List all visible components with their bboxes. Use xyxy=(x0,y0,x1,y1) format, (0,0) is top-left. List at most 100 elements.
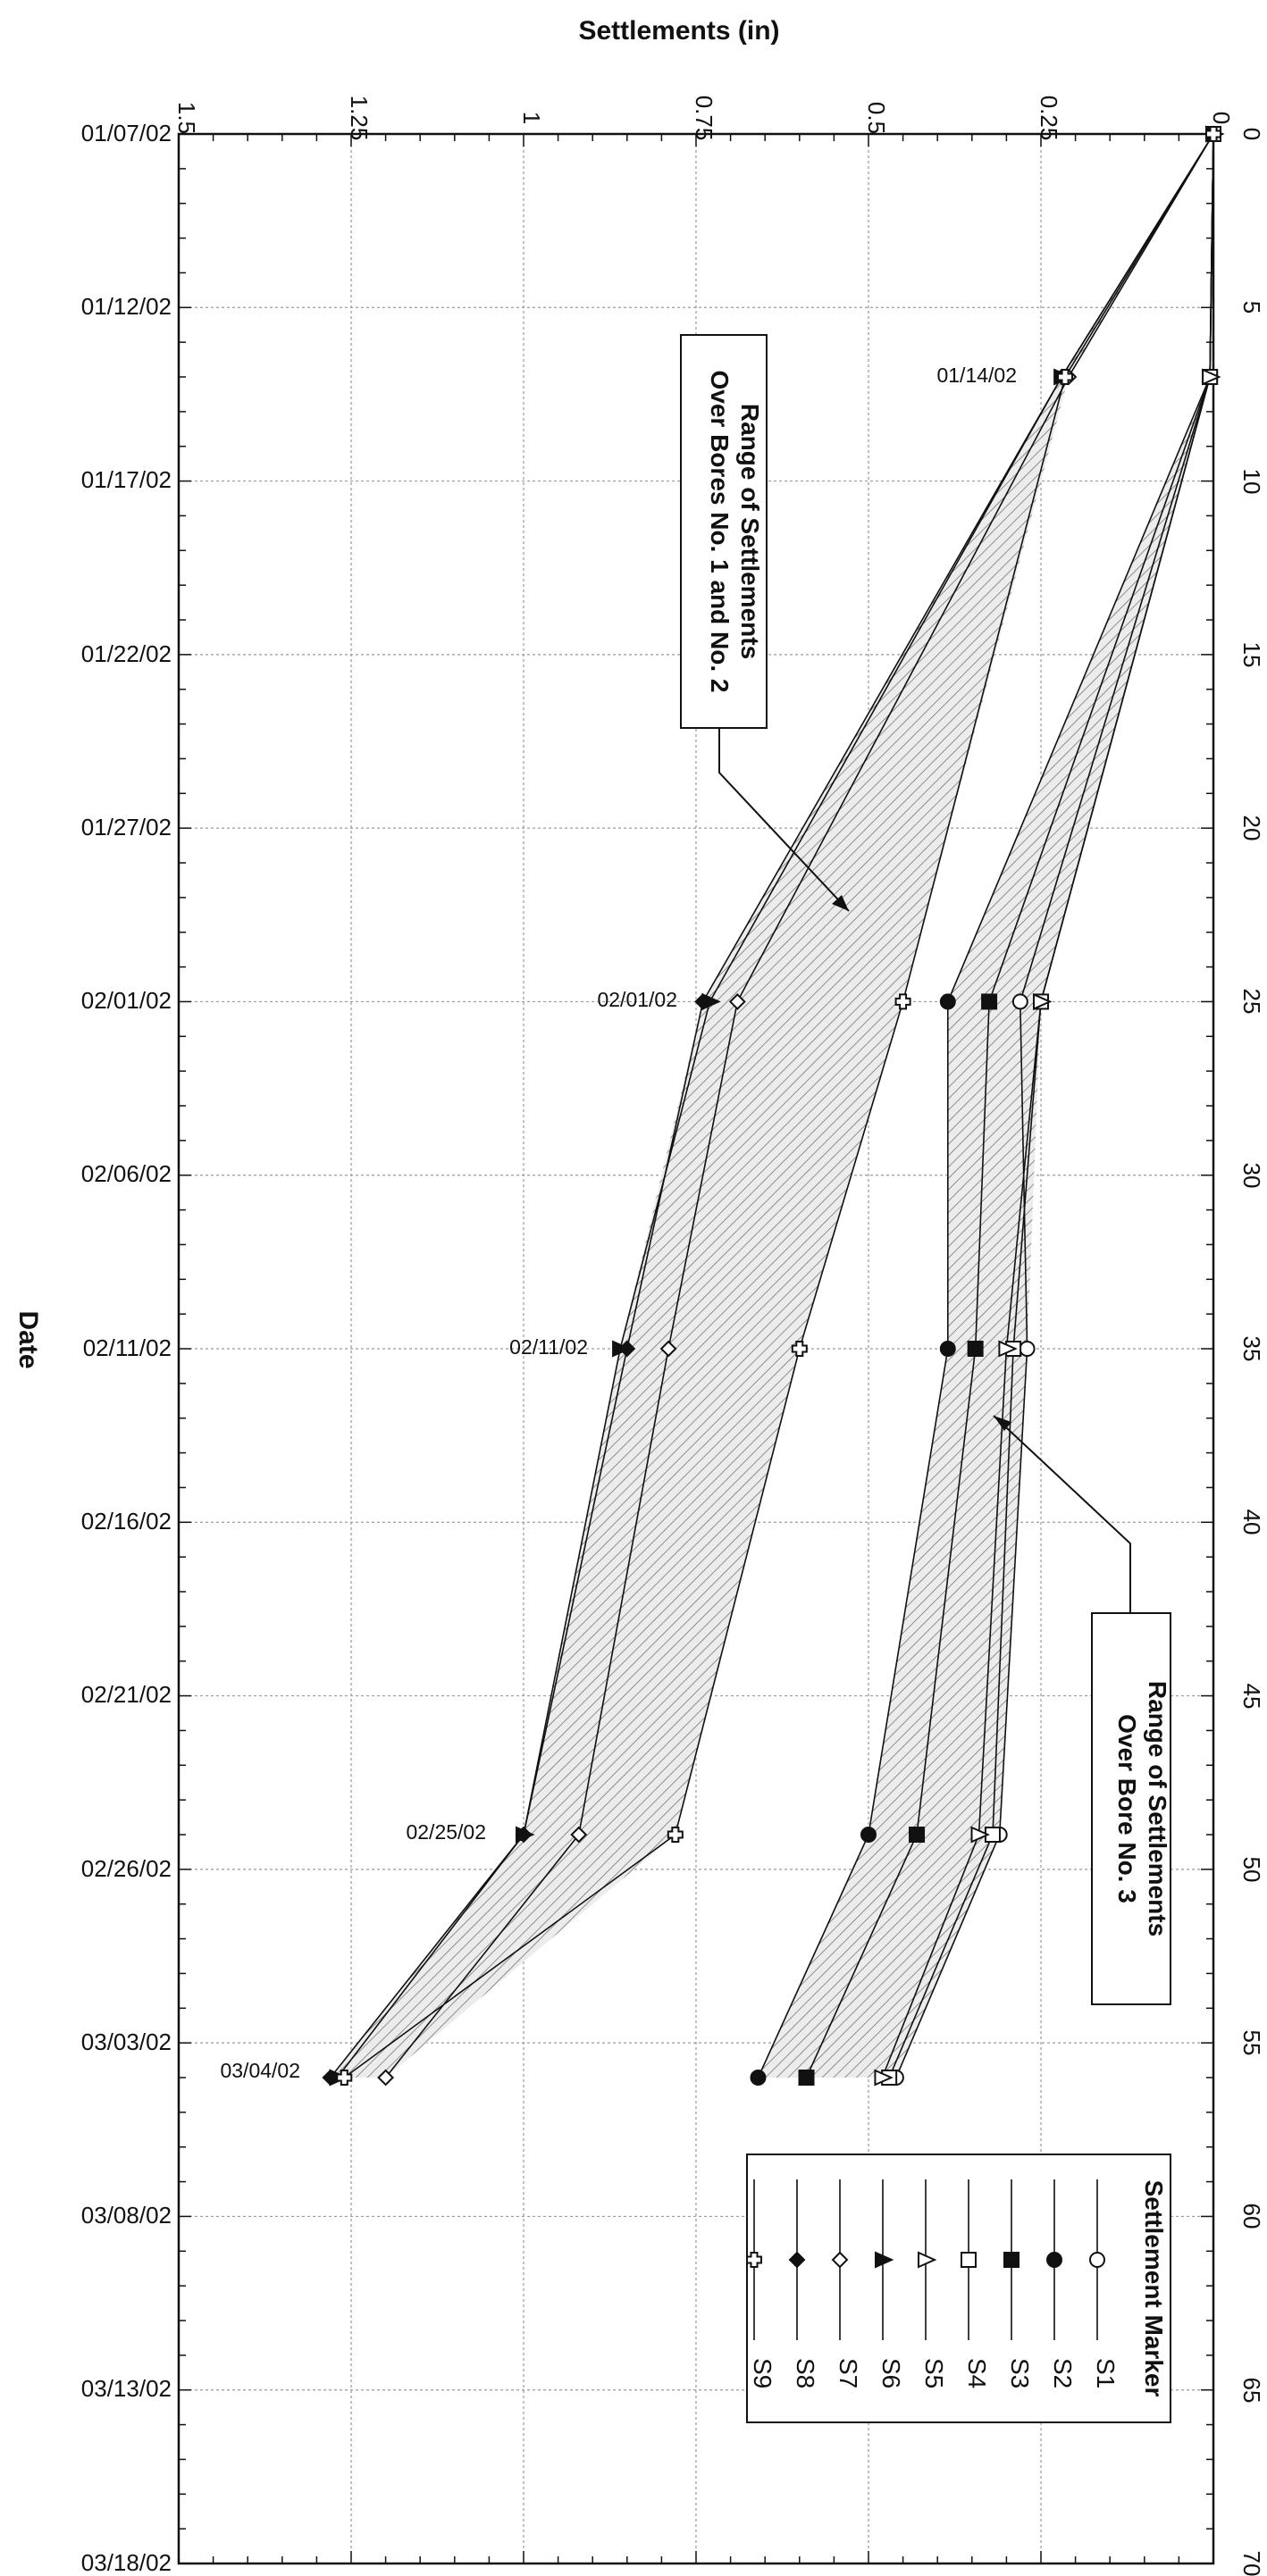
data-point-s9 xyxy=(667,1827,684,1843)
legend-marker-s9 xyxy=(746,2252,762,2268)
legend-label: S8 xyxy=(792,2358,819,2388)
legend-label: S7 xyxy=(835,2358,862,2388)
series-markers xyxy=(322,125,1225,2087)
data-point-s5 xyxy=(874,2069,894,2087)
day-tick-label: 50 xyxy=(1238,1857,1265,1883)
day-tick-label: 70 xyxy=(1238,2551,1265,2576)
date-tick-label: 02/01/02 xyxy=(81,987,172,1014)
range-annotation-bore-3: Range of Settlements Over Bore No. 3 xyxy=(993,1415,1171,2005)
day-tick-label: 55 xyxy=(1238,2030,1265,2056)
legend-label: S2 xyxy=(1049,2358,1077,2388)
data-point-s8 xyxy=(618,1340,636,1358)
series-lines xyxy=(330,133,1214,2078)
settlement-tick-label: 1.5 xyxy=(173,102,200,134)
data-point-s7 xyxy=(659,1340,677,1358)
survey-date-label: 03/04/02 xyxy=(220,2059,300,2082)
data-point-s2 xyxy=(750,2070,767,2086)
date-tick-label: 01/27/02 xyxy=(81,814,172,841)
settlement-tick-labels: 0 0.25 0.5 0.75 1 1.25 1.5 xyxy=(173,96,1235,141)
legend-marker-s4 xyxy=(961,2252,977,2268)
day-tick-label: 45 xyxy=(1238,1684,1265,1710)
annotation-line: Over Bore No. 3 xyxy=(1113,1714,1141,1903)
settlement-tick-label: 0.75 xyxy=(691,96,717,141)
series-line-s5 xyxy=(881,133,1214,2078)
day-tick-labels: 0 5 10 15 20 25 30 35 40 45 50 55 60 65 … xyxy=(1238,128,1265,2576)
day-tick-label: 25 xyxy=(1238,989,1265,1015)
data-point-s8 xyxy=(515,1826,533,1844)
data-point-s5 xyxy=(1033,992,1053,1010)
legend-marker-s7 xyxy=(831,2251,849,2269)
annotation-arrowhead xyxy=(832,895,849,911)
data-point-s5 xyxy=(970,1826,990,1844)
data-point-s1 xyxy=(1019,1341,1036,1357)
data-point-s3 xyxy=(967,1341,984,1357)
survey-date-label: 02/11/02 xyxy=(509,1335,588,1359)
date-tick-label: 03/03/02 xyxy=(81,2028,172,2055)
data-point-s7 xyxy=(570,1826,588,1844)
data-point-s2 xyxy=(860,1827,877,1843)
date-tick-label: 01/17/02 xyxy=(81,466,172,493)
settlement-tick-label: 1.25 xyxy=(346,96,373,141)
legend-marker-s8 xyxy=(788,2251,806,2269)
day-tick-label: 10 xyxy=(1238,469,1265,495)
day-tick-label: 20 xyxy=(1238,815,1265,841)
data-point-s7 xyxy=(377,2069,395,2087)
day-tick-label: 15 xyxy=(1238,642,1265,668)
legend-box xyxy=(746,2154,1171,2423)
legend: Settlement Marker S1 S2 S3 S4 S5 S6 S7 S… xyxy=(746,2154,1171,2423)
day-tick-label: 30 xyxy=(1238,1163,1265,1189)
data-point-s1 xyxy=(1011,993,1028,1010)
data-point-s8 xyxy=(322,2069,340,2087)
legend-label: S1 xyxy=(1092,2358,1120,2388)
annotation-arrow xyxy=(718,728,850,912)
date-tick-label: 03/18/02 xyxy=(81,2549,172,2576)
day-tick-label: 0 xyxy=(1238,128,1265,140)
settlement-tick-label: 0 xyxy=(1208,112,1235,124)
date-tick-label: 02/16/02 xyxy=(81,1508,172,1535)
date-tick-label: 02/21/02 xyxy=(81,1681,172,1708)
legend-label: S6 xyxy=(877,2358,905,2388)
date-tick-label: 03/08/02 xyxy=(81,2202,172,2229)
series-line-s9 xyxy=(343,133,1214,2078)
annotation-line: Range of Settlements xyxy=(1144,1681,1171,1936)
survey-date-label: 02/25/02 xyxy=(406,1820,486,1844)
data-point-s8 xyxy=(694,993,712,1010)
legend-label: S4 xyxy=(963,2358,991,2388)
date-tick-label: 01/22/02 xyxy=(81,640,172,667)
annotation-box xyxy=(680,334,768,729)
date-tick-label: 02/26/02 xyxy=(81,1855,172,1882)
legend-marker-s1 xyxy=(1089,2252,1105,2268)
day-tick-label: 65 xyxy=(1238,2378,1265,2404)
date-tick-label: 03/13/02 xyxy=(81,2375,172,2402)
annotation-line: Range of Settlements xyxy=(736,404,764,659)
data-point-s9 xyxy=(1205,126,1221,142)
annotation-arrow xyxy=(993,1415,1131,1613)
date-tick-label: 02/11/02 xyxy=(83,1334,172,1361)
data-point-s7 xyxy=(728,993,746,1010)
data-point-s9 xyxy=(1057,369,1074,385)
legend-marker-s6 xyxy=(875,2251,894,2269)
range-band-bores-1-2 xyxy=(330,134,1213,2078)
date-tick-labels: 01/07/02 01/12/02 01/17/02 01/22/02 01/2… xyxy=(81,120,172,2576)
annotation-arrowhead xyxy=(994,1416,1011,1431)
x-axis-title: Date xyxy=(13,1310,43,1368)
data-point-s2 xyxy=(939,1341,956,1357)
data-point-s5 xyxy=(1202,368,1221,386)
settlement-tick-label: 0.25 xyxy=(1036,96,1062,141)
date-tick-label: 01/07/02 xyxy=(81,120,172,146)
survey-date-label: 01/14/02 xyxy=(936,364,1017,387)
data-point-s5 xyxy=(998,1340,1018,1358)
date-tick-label: 01/12/02 xyxy=(81,293,172,320)
legend-label: S3 xyxy=(1006,2358,1034,2388)
legend-title: Settlement Marker xyxy=(1140,2180,1168,2397)
data-point-s3 xyxy=(798,2070,815,2086)
data-point-s3 xyxy=(909,1827,926,1843)
day-tick-label: 60 xyxy=(1238,2204,1265,2229)
day-tick-label: 35 xyxy=(1238,1336,1265,1362)
annotation-line: Over Bores No. 1 and No. 2 xyxy=(706,371,734,693)
legend-marker-s2 xyxy=(1046,2252,1062,2268)
settlement-tick-label: 0.5 xyxy=(863,102,890,134)
legend-marker-s3 xyxy=(1003,2252,1019,2268)
y-axis-title: Settlements (in) xyxy=(578,16,779,46)
survey-date-labels: 01/14/02 02/01/02 02/11/02 02/25/02 03/0… xyxy=(220,364,1017,2082)
